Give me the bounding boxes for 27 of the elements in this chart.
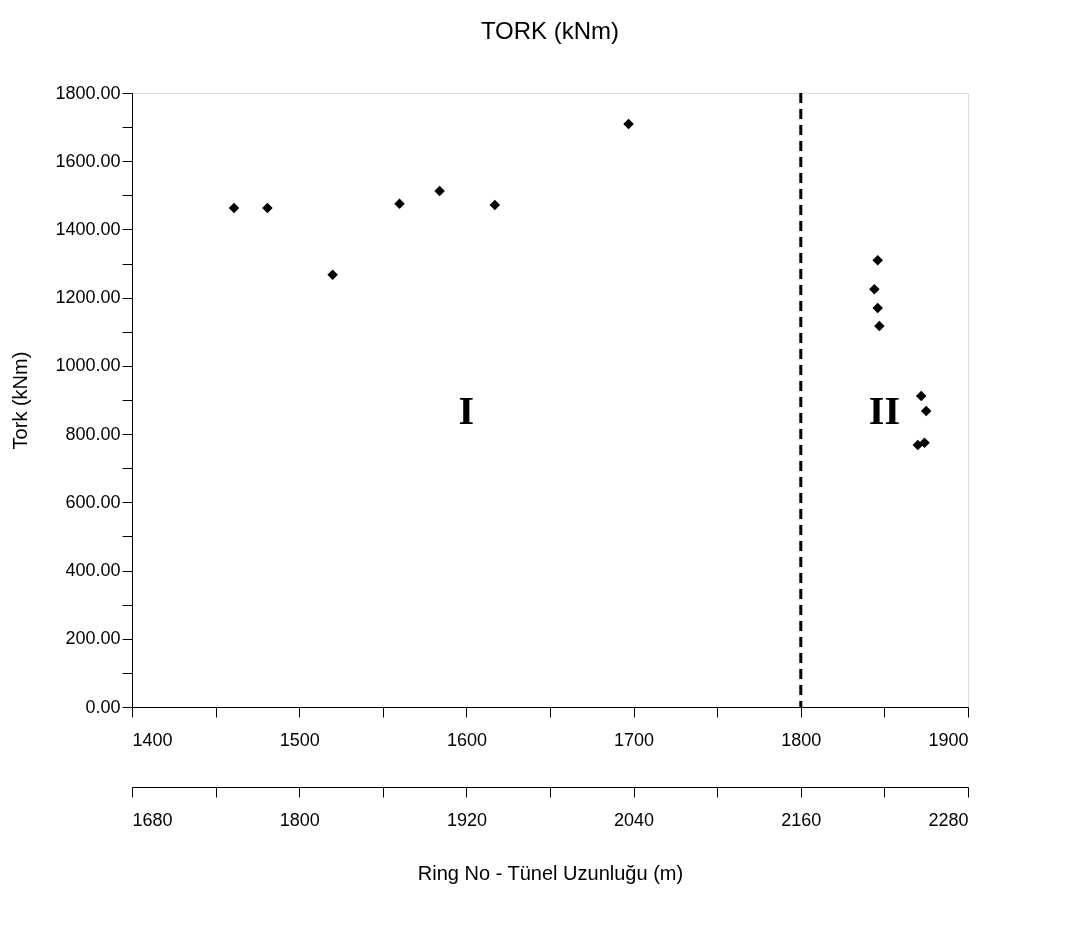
chart-title: TORK (kNm): [480, 17, 620, 44]
y-tick-label: 600.00: [65, 491, 121, 512]
x2-tick-label: 1920: [446, 809, 487, 830]
x-axis-title: Ring No - Tünel Uzunluğu (m): [417, 861, 684, 884]
x-tick-label: 1400: [132, 729, 173, 750]
y-axis-title: Tork (kNm): [9, 351, 32, 450]
y-tick-label: 1400.00: [55, 218, 121, 239]
y-tick-label: 1000.00: [55, 355, 121, 376]
y-tick-label: 400.00: [65, 560, 121, 581]
y-tick-label: 800.00: [65, 423, 121, 444]
y-tick-label: 1200.00: [55, 287, 121, 308]
y-tick-label: 1600.00: [55, 150, 121, 171]
x-tick-label: 1700: [614, 729, 655, 750]
x2-tick-label: 1680: [132, 809, 173, 830]
x2-tick-label: 1800: [279, 809, 320, 830]
y-tick-label: 1800.00: [55, 82, 121, 103]
y-tick-label: 200.00: [65, 628, 121, 649]
annotation: I: [458, 388, 475, 434]
x-tick-label: 1500: [279, 729, 320, 750]
x2-tick-label: 2280: [928, 809, 969, 830]
y-tick-label: 0.00: [85, 696, 121, 717]
x-tick-label: 1900: [928, 729, 969, 750]
x2-tick-label: 2160: [781, 809, 822, 830]
x2-tick-label: 2040: [614, 809, 655, 830]
x-tick-label: 1800: [781, 729, 822, 750]
annotation: II: [868, 388, 900, 434]
x-tick-label: 1600: [446, 729, 487, 750]
